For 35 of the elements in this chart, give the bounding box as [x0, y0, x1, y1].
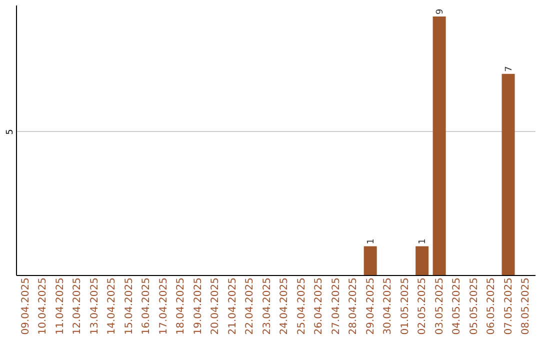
x-tick-label: 21.04.2025 [227, 278, 238, 335]
x-tick-label: 10.04.2025 [38, 278, 49, 335]
x-tick-label: 25.04.2025 [296, 278, 308, 335]
x-tick-label: 08.05.2025 [520, 278, 532, 335]
x-tick-label: 17.04.2025 [158, 278, 170, 335]
data-label: 1 [418, 238, 428, 244]
x-tick-label: 26.04.2025 [314, 278, 325, 335]
data-label: 7 [504, 66, 514, 72]
x-tick-label: 04.05.2025 [452, 278, 463, 335]
x-tick-label: 06.05.2025 [486, 278, 498, 335]
x-tick-label: 11.04.2025 [54, 278, 66, 335]
x-tick-label: 24.04.2025 [279, 278, 290, 335]
data-label: 1 [366, 238, 376, 244]
x-tick-label: 22.04.2025 [244, 278, 256, 335]
x-tick-label: 30.04.2025 [382, 278, 394, 335]
x-tick-label: 03.05.2025 [434, 278, 446, 335]
x-tick-label: 20.04.2025 [210, 278, 222, 335]
x-tick-label: 12.04.2025 [72, 278, 84, 335]
x-tick-label: 23.04.2025 [262, 278, 273, 335]
x-tick-label: 18.04.2025 [176, 278, 187, 335]
x-tick-label: 16.04.2025 [141, 278, 152, 335]
x-tick-label: 13.04.2025 [89, 278, 100, 335]
x-tick-label: 19.04.2025 [192, 278, 204, 335]
x-tick-label: 29.04.2025 [365, 278, 376, 335]
x-tick-label: 14.04.2025 [106, 278, 118, 335]
x-tick-label: 15.04.2025 [124, 278, 135, 335]
x-tick-label: 02.05.2025 [417, 278, 428, 335]
x-tick-label: 27.04.2025 [330, 278, 342, 335]
x-tick-label: 07.05.2025 [503, 278, 514, 335]
x-tick-label: 01.05.2025 [400, 278, 411, 335]
x-tick-label: 05.05.2025 [468, 278, 480, 335]
data-label: 9 [435, 8, 446, 14]
x-tick-label: 09.04.2025 [20, 278, 32, 335]
x-tick-label: 28.04.2025 [348, 278, 360, 335]
y-tick-label: 5 [6, 129, 16, 135]
